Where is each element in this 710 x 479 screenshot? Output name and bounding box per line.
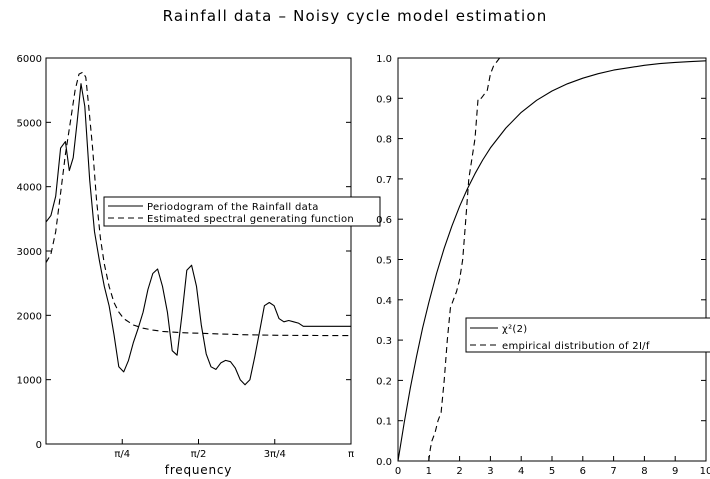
left-series-0-line [46,83,351,386]
right-x-tick-label-4: 4 [518,466,524,477]
right-x-tick-label-1: 1 [426,466,432,477]
left-x-axis-label: frequency [165,463,232,477]
right-y-tick-label-10: 1.0 [376,54,392,65]
left-legend-box [103,196,381,227]
right-y-tick-label-8: 0.8 [376,135,392,146]
right-y-tick-label-2: 0.2 [376,376,392,387]
right-x-tick-label-0: 0 [395,466,401,477]
right-x-tick-label-2: 2 [456,466,462,477]
right-series-1-line [428,58,501,461]
left-legend-label-0: Periodogram of the Rainfall data [147,202,319,213]
right-x-tick-label-8: 8 [641,466,647,477]
left-y-tick-label-1: 1000 [17,376,42,387]
left-y-tick-label-4: 4000 [17,183,42,194]
left-y-tick-label-3: 3000 [17,247,42,258]
right-series-0-line [398,60,706,461]
main-title: Rainfall data – Noisy cycle model estima… [163,7,548,25]
right-plot-frame [397,57,707,462]
right-x-tick-label-10: 10 [700,466,710,477]
right-x-tick-label-3: 3 [487,466,493,477]
left-y-tick-label-5: 5000 [17,118,42,129]
right-y-tick-label-6: 0.6 [376,215,392,226]
right-legend-box [465,317,710,353]
right-x-tick-label-9: 9 [672,466,678,477]
left-x-tick-label-3: π [348,449,354,460]
left-y-tick-label-6: 6000 [17,54,42,65]
left-y-tick-label-2: 2000 [17,311,42,322]
left-x-tick-label-2: 3π/4 [264,449,286,460]
right-y-tick-label-3: 0.3 [376,336,392,347]
left-series-1-line [46,71,351,337]
left-x-tick-label-0: π/4 [114,449,130,460]
right-legend-label-1: empirical distribution of 2I/f [502,341,650,352]
left-legend-label-1: Estimated spectral generating function [147,214,354,225]
right-y-tick-label-7: 0.7 [376,175,392,186]
distribution-panel: 0 1 2 3 4 5 6 7 8 9 10 0.0 0.1 0.2 0.3 0.4 0.5 0.6 0.7 0.8 0… [376,54,710,477]
right-y-tick-label-9: 0.9 [376,94,392,105]
right-x-tick-label-7: 7 [610,466,616,477]
right-y-tick-label-1: 0.1 [376,417,392,428]
right-x-tick-label-5: 5 [549,466,555,477]
right-y-tick-label-4: 0.4 [376,296,392,307]
right-x-tick-label-6: 6 [580,466,586,477]
right-y-tick-label-0: 0.0 [376,457,392,468]
left-plot-frame [45,57,352,445]
right-y-tick-label-5: 0.5 [376,256,392,267]
left-y-tick-label-0: 0 [36,440,42,451]
periodogram-panel: π/4 π/2 3π/4 π 0 1000 2000 3000 4000 5000 6000 freq… [17,54,381,477]
right-legend-label-0: χ²(2) [502,324,527,335]
left-x-tick-label-1: π/2 [191,449,207,460]
